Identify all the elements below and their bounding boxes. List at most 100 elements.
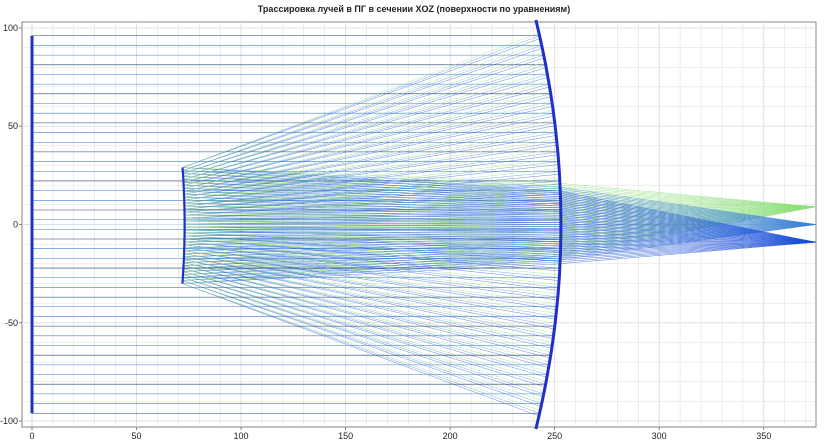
ray-to-secondary <box>182 35 540 168</box>
ray-focus <box>558 213 817 243</box>
ray-to-focus <box>182 259 559 284</box>
ray-to-focus <box>184 214 559 218</box>
ray-to-secondary <box>183 90 551 186</box>
ray-to-focus <box>184 208 559 214</box>
ray-to-secondary <box>184 212 561 222</box>
ray-to-secondary <box>183 71 548 180</box>
x-tick-label: 0 <box>29 431 34 441</box>
ray-to-secondary <box>183 106 553 189</box>
ray-to-secondary <box>184 238 560 266</box>
ray-to-secondary <box>182 274 546 385</box>
x-tick-label: 250 <box>547 431 562 441</box>
ray-to-focus <box>183 191 559 199</box>
ray-focus <box>558 192 817 225</box>
ray-bundle <box>32 32 817 417</box>
ray-to-focus <box>184 205 559 216</box>
ray-focus <box>558 200 817 243</box>
ray-to-focus <box>182 170 559 186</box>
ray-to-focus <box>183 242 559 257</box>
ray-focus <box>558 186 817 225</box>
ray-focus <box>558 239 817 243</box>
ray-focus <box>558 231 817 243</box>
ray-to-secondary <box>183 259 554 339</box>
ray-to-secondary <box>184 235 561 259</box>
ray-to-focus <box>184 194 559 205</box>
ray-to-focus <box>183 176 559 193</box>
ray-to-secondary <box>182 51 544 174</box>
ray-to-secondary <box>184 226 561 230</box>
ray-to-focus <box>183 248 559 260</box>
ray-focus <box>558 235 817 243</box>
ray-to-focus <box>183 238 559 257</box>
ray-to-focus <box>184 216 559 222</box>
ray-focus <box>558 188 817 208</box>
ray-to-secondary <box>184 171 560 210</box>
ray-focus <box>558 237 817 243</box>
ray-to-focus <box>183 185 559 199</box>
optical-surfaces <box>30 19 563 430</box>
ray-to-focus <box>182 170 559 190</box>
ray-to-secondary <box>182 48 542 171</box>
ray-focus <box>558 216 817 243</box>
ray-to-focus <box>184 223 559 227</box>
ray-to-focus <box>184 205 559 212</box>
ray-to-focus <box>184 212 559 216</box>
ray-to-focus <box>184 202 559 210</box>
ray-to-secondary <box>183 80 550 183</box>
ray-to-secondary <box>183 86 550 183</box>
ray-to-focus <box>182 255 559 278</box>
ray-focus <box>558 241 817 250</box>
ray-to-secondary <box>183 259 554 337</box>
ray-to-secondary <box>182 283 540 414</box>
ray-to-focus <box>183 246 559 269</box>
ray-to-secondary <box>183 268 550 369</box>
ray-to-secondary <box>183 64 546 177</box>
ray-to-focus <box>184 237 559 243</box>
ray-focus <box>558 228 817 243</box>
ray-to-secondary <box>183 125 555 195</box>
ray-focus <box>558 241 817 265</box>
ray-to-secondary <box>183 115 554 192</box>
y-tick-label: 50 <box>8 121 18 131</box>
ray-to-focus <box>184 220 559 225</box>
ray-to-secondary <box>183 74 548 180</box>
ray-to-secondary <box>182 57 544 174</box>
chart-title: Трассировка лучей в ПГ в сечении XOZ (по… <box>257 4 571 14</box>
ray-to-secondary <box>183 262 553 349</box>
ray-to-secondary <box>184 247 558 301</box>
ray-focus <box>558 241 817 261</box>
ray-to-focus <box>182 173 559 192</box>
ray-to-secondary <box>184 250 557 305</box>
secondary-mirror <box>181 167 186 284</box>
ray-to-focus <box>183 191 559 207</box>
ray-to-focus <box>183 179 559 191</box>
ray-to-focus <box>183 248 559 266</box>
ray-focus <box>558 188 817 225</box>
ray-to-focus <box>182 257 559 281</box>
ray-to-focus <box>184 231 559 246</box>
ray-to-secondary <box>182 277 544 398</box>
ray-to-secondary <box>184 253 556 314</box>
ray-to-secondary <box>183 271 548 375</box>
ray-to-focus <box>184 225 559 237</box>
ray-to-secondary <box>184 129 556 198</box>
ray-to-focus <box>182 167 559 184</box>
ray-to-focus <box>184 199 559 208</box>
ray-to-secondary <box>182 280 542 407</box>
ray-to-focus <box>184 197 559 210</box>
ray-focus <box>558 207 817 243</box>
ray-to-focus <box>183 188 559 197</box>
ray-to-secondary <box>183 259 554 334</box>
ray-to-secondary <box>182 274 546 382</box>
ray-to-focus <box>182 167 559 188</box>
ray-to-focus <box>184 231 559 240</box>
ray-to-secondary <box>182 274 546 388</box>
ray-to-focus <box>183 252 559 266</box>
ray-to-focus <box>184 202 559 206</box>
ray-to-secondary <box>183 268 550 363</box>
ray-to-secondary <box>183 265 551 353</box>
ray-to-secondary <box>184 250 557 310</box>
ray-focus <box>558 203 817 243</box>
ray-to-focus <box>184 222 559 231</box>
